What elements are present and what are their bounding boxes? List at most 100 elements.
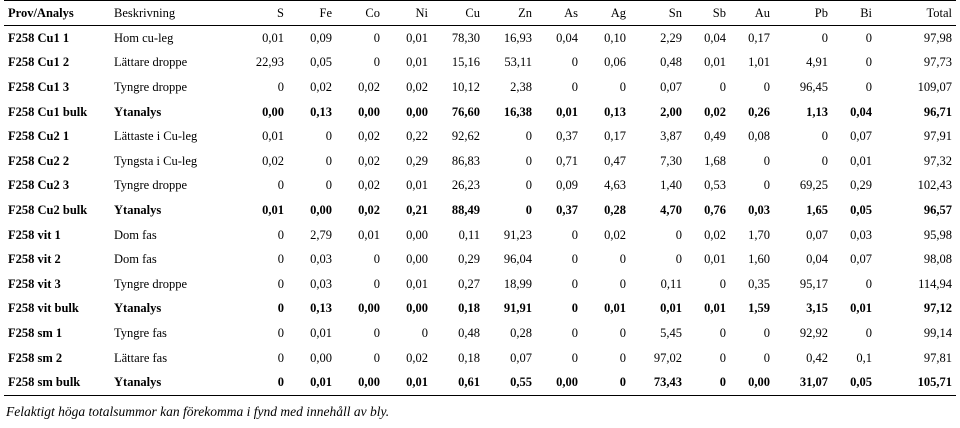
value-cell: 0 xyxy=(373,350,380,365)
value-cell: 31,07 xyxy=(774,370,832,396)
value-cell: 0,00 xyxy=(310,202,332,217)
table-row: F258 vit 1 Dom fas 0 2,79 0,01 0,00 0,11 91,23 0… xyxy=(4,223,956,248)
value-cell: 0 xyxy=(865,325,872,340)
sample-id-cell: F258 Cu2 3 xyxy=(8,178,70,193)
value-cell: 0,04 xyxy=(556,30,578,45)
description-cell: Ytanalys xyxy=(114,301,162,316)
value-cell: 4,63 xyxy=(604,178,626,193)
description-cell: Ytanalys xyxy=(110,370,240,396)
value-cell: 0 xyxy=(763,178,770,193)
value-cell: 0,00 xyxy=(310,350,332,365)
value-cell: 0 xyxy=(571,227,578,242)
value-cell: 0 xyxy=(619,325,626,340)
value-cell: 0,01 xyxy=(850,301,872,316)
value-cell: 0 xyxy=(865,55,872,70)
value-cell: 0 xyxy=(277,79,284,94)
value-cell: 88,49 xyxy=(451,202,480,217)
value-cell: 1,65 xyxy=(806,202,828,217)
table-row: F258 Cu2 3 Tyngre droppe 0 0 0,02 0,01 26,23 0 0… xyxy=(4,174,956,199)
value-cell: 0,00 xyxy=(536,370,582,396)
value-cell: 0,37 xyxy=(556,129,578,144)
value-cell: 0,01 xyxy=(604,301,626,316)
value-cell: 0 xyxy=(686,370,730,396)
value-cell: 0,02 xyxy=(358,178,380,193)
value-cell: 0 xyxy=(719,325,726,340)
value-cell: 4,70 xyxy=(660,202,682,217)
value-cell: 4,91 xyxy=(806,55,828,70)
value-cell: 0,04 xyxy=(806,252,828,267)
value-cell: 0,17 xyxy=(748,30,770,45)
description-cell: Tyngre droppe xyxy=(114,276,188,291)
value-cell: 0,02 xyxy=(704,227,726,242)
table-row: F258 Cu2 2 Tyngsta i Cu-leg 0,02 0 0,02 0,29 8… xyxy=(4,149,956,174)
value-cell: 0,01 xyxy=(288,370,336,396)
total-cell: 97,98 xyxy=(923,30,952,45)
value-cell: 0,01 xyxy=(262,129,284,144)
value-cell: 0,02 xyxy=(406,79,428,94)
value-cell: 0 xyxy=(525,129,532,144)
value-cell: 0,00 xyxy=(336,370,384,396)
value-cell: 0,01 xyxy=(660,301,682,316)
value-cell: 0,09 xyxy=(556,178,578,193)
value-cell: 3,15 xyxy=(806,301,828,316)
value-cell: 0 xyxy=(571,350,578,365)
value-cell: 0 xyxy=(525,202,532,217)
value-cell: 0,21 xyxy=(406,202,428,217)
value-cell: 0 xyxy=(325,153,332,168)
value-cell: 0 xyxy=(675,252,682,267)
value-cell: 0,01 xyxy=(556,104,578,119)
value-cell: 0,00 xyxy=(406,104,428,119)
value-cell: 10,12 xyxy=(451,79,480,94)
value-cell: 0 xyxy=(821,153,828,168)
value-cell: 0,06 xyxy=(604,55,626,70)
value-cell: 0 xyxy=(619,252,626,267)
value-cell: 0,01 xyxy=(406,276,428,291)
description-cell: Tyngre fas xyxy=(114,325,167,340)
value-cell: 0 xyxy=(571,276,578,291)
column-header: Ni xyxy=(384,0,432,26)
value-cell: 0 xyxy=(277,276,284,291)
value-cell: 0,01 xyxy=(406,55,428,70)
value-cell: 0,07 xyxy=(850,252,872,267)
value-cell: 0,01 xyxy=(384,370,432,396)
value-cell: 0 xyxy=(763,350,770,365)
table-body: F258 Cu1 1 Hom cu-leg 0,01 0,09 0 0,01 78,30 16… xyxy=(4,26,956,396)
value-cell: 0,02 xyxy=(358,202,380,217)
total-cell: 97,32 xyxy=(923,153,952,168)
value-cell: 0 xyxy=(571,79,578,94)
value-cell: 0,04 xyxy=(704,30,726,45)
column-header: Total xyxy=(876,0,956,26)
value-cell: 1,13 xyxy=(806,104,828,119)
value-cell: 0 xyxy=(373,325,380,340)
column-header: S xyxy=(240,0,288,26)
value-cell: 0,76 xyxy=(704,202,726,217)
column-header: Beskrivning xyxy=(110,0,240,26)
value-cell: 0 xyxy=(277,178,284,193)
value-cell: 92,92 xyxy=(799,325,828,340)
value-cell: 78,30 xyxy=(451,30,480,45)
sample-id-cell: F258 Cu2 bulk xyxy=(8,202,88,217)
value-cell: 0 xyxy=(675,227,682,242)
analysis-table: Prov/Analys Beskrivning S Fe Co Ni Cu Zn… xyxy=(4,0,956,396)
value-cell: 0,03 xyxy=(310,252,332,267)
value-cell: 0,29 xyxy=(406,153,428,168)
value-cell: 2,79 xyxy=(310,227,332,242)
value-cell: 0,18 xyxy=(458,301,480,316)
value-cell: 1,70 xyxy=(748,227,770,242)
table-row-summary: F258 sm bulk Ytanalys 0 0,01 0,00 0,01 0,61 0,5… xyxy=(4,370,956,396)
column-header: Prov/Analys xyxy=(4,0,110,26)
table-row-summary: F258 vit bulk Ytanalys 0 0,13 0,00 0,00 0,18 91… xyxy=(4,297,956,322)
value-cell: 1,40 xyxy=(660,178,682,193)
value-cell: 0,02 xyxy=(406,350,428,365)
description-cell: Hom cu-leg xyxy=(114,30,174,45)
value-cell: 0,26 xyxy=(748,104,770,119)
value-cell: 0 xyxy=(373,276,380,291)
description-cell: Tyngsta i Cu-leg xyxy=(114,153,198,168)
value-cell: 0 xyxy=(571,325,578,340)
value-cell: 0,01 xyxy=(262,30,284,45)
description-cell: Tyngre droppe xyxy=(114,79,188,94)
value-cell: 0,04 xyxy=(850,104,872,119)
table-row-summary: F258 Cu1 bulk Ytanalys 0,00 0,13 0,00 0,00 76,… xyxy=(4,100,956,125)
table-row: F258 Cu2 1 Lättaste i Cu-leg 0,01 0 0,02 0,22… xyxy=(4,124,956,149)
value-cell: 0,47 xyxy=(604,153,626,168)
